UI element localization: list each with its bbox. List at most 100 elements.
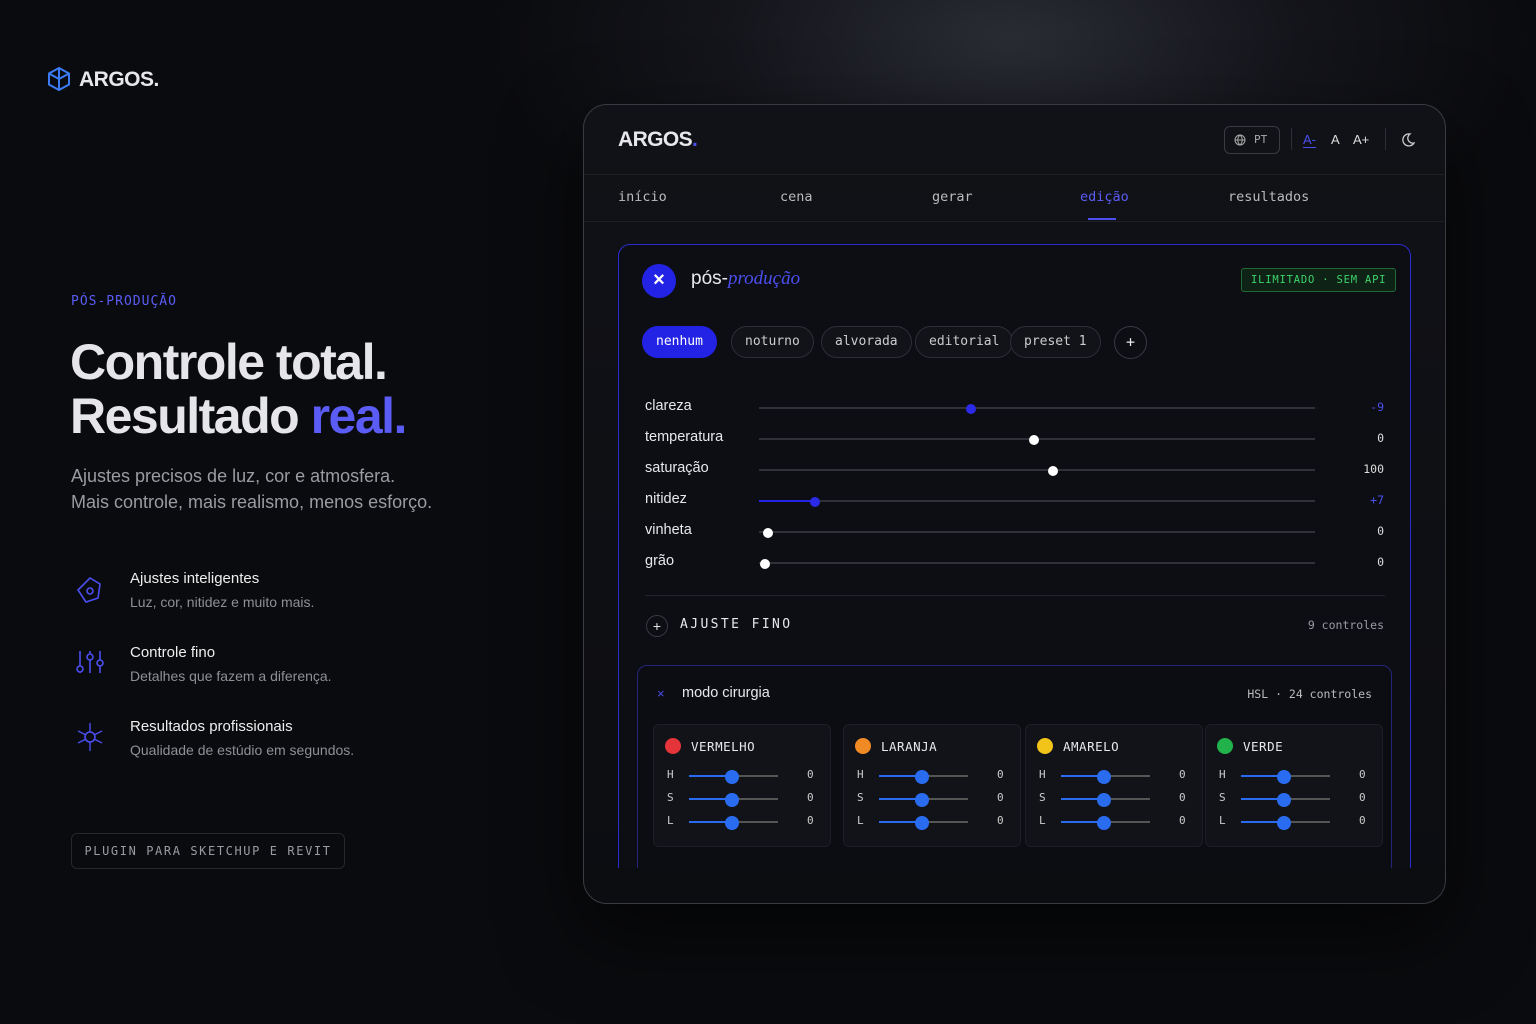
- channel-value: 0: [1179, 791, 1186, 804]
- feature-icon: [76, 651, 104, 673]
- slider-knob[interactable]: [1048, 466, 1058, 476]
- channel-label: L: [1219, 814, 1226, 827]
- slider-label: temperatura: [645, 429, 724, 445]
- channel-knob[interactable]: [1097, 770, 1111, 784]
- channel-knob[interactable]: [725, 770, 739, 784]
- channel-knob[interactable]: [915, 770, 929, 784]
- preset-chip[interactable]: alvorada: [821, 326, 912, 358]
- tab[interactable]: gerar: [932, 189, 973, 205]
- hero-title: Controle total.: [70, 334, 388, 390]
- slider-label: vinheta: [645, 522, 692, 538]
- theme-toggle[interactable]: [1401, 133, 1415, 147]
- slider-value: 0: [1377, 555, 1384, 569]
- channel-label: L: [857, 814, 864, 827]
- tab[interactable]: cena: [780, 189, 813, 205]
- channel-value: 0: [807, 814, 814, 827]
- channel-label: H: [1219, 768, 1226, 781]
- channel-label: L: [667, 814, 674, 827]
- tab[interactable]: edição: [1080, 189, 1129, 205]
- slider-label: saturação: [645, 460, 709, 476]
- channel-fill: [1061, 821, 1104, 823]
- channel-knob[interactable]: [915, 816, 929, 830]
- language-button[interactable]: PT: [1224, 126, 1280, 154]
- channel-label: S: [1219, 791, 1226, 804]
- logo-icon: [48, 66, 70, 92]
- channel-fill: [689, 798, 732, 800]
- tab[interactable]: início: [618, 189, 667, 205]
- slider-knob[interactable]: [760, 559, 770, 569]
- channel-label: S: [667, 791, 674, 804]
- channel-fill: [689, 775, 732, 777]
- plugin-badge: PLUGIN PARA SKETCHUP E REVIT: [71, 833, 345, 869]
- slider-label: grão: [645, 553, 675, 569]
- divider: [1291, 128, 1292, 150]
- brand[interactable]: ARGOS.: [79, 68, 159, 91]
- color-name: LARANJA: [881, 739, 938, 754]
- channel-knob[interactable]: [725, 793, 739, 807]
- channel-label: H: [1039, 768, 1046, 781]
- channel-value: 0: [1359, 814, 1366, 827]
- channel-fill: [879, 775, 922, 777]
- slider-label: nitidez: [645, 491, 687, 507]
- app-brand[interactable]: ARGOS.: [618, 128, 698, 152]
- channel-value: 0: [997, 768, 1004, 781]
- color-card: [1205, 724, 1383, 847]
- channel-value: 0: [997, 814, 1004, 827]
- slider-track: [759, 531, 1315, 533]
- slider-knob[interactable]: [810, 497, 820, 507]
- color-name: VERMELHO: [691, 739, 756, 754]
- divider: [1385, 128, 1386, 150]
- fine-tune-toggle[interactable]: +: [646, 615, 668, 637]
- channel-fill: [879, 821, 922, 823]
- channel-fill: [1241, 775, 1284, 777]
- font-size-button[interactable]: A-: [1303, 132, 1316, 148]
- channel-value: 0: [807, 768, 814, 781]
- slider-track: [759, 469, 1315, 471]
- channel-knob[interactable]: [1097, 793, 1111, 807]
- close-button[interactable]: ×: [642, 264, 676, 298]
- channel-label: S: [857, 791, 864, 804]
- color-card: [653, 724, 831, 847]
- hero-accent: real.: [310, 388, 408, 444]
- channel-value: 0: [997, 791, 1004, 804]
- feature-description: Qualidade de estúdio em segundos.: [130, 742, 355, 758]
- header-border: [584, 174, 1444, 175]
- slider-track: [759, 500, 1315, 502]
- surgery-close[interactable]: ×: [657, 686, 665, 701]
- surgery-title: modo cirurgia: [682, 685, 770, 701]
- app-content: ARGOS. PT × pós-produção ILIMITADO · SEM…: [584, 126, 1444, 868]
- slider-knob[interactable]: [1029, 435, 1039, 445]
- font-size-button[interactable]: A: [1331, 132, 1340, 147]
- channel-knob[interactable]: [1277, 770, 1291, 784]
- channel-knob[interactable]: [1277, 816, 1291, 830]
- app-brand-text: ARGOS: [618, 128, 693, 151]
- add-preset[interactable]: +: [1114, 326, 1147, 359]
- color-card: [1025, 724, 1203, 847]
- channel-label: H: [857, 768, 864, 781]
- language: PT: [1254, 133, 1268, 146]
- preset-chip[interactable]: noturno: [731, 326, 814, 358]
- channel-fill: [689, 821, 732, 823]
- channel-label: H: [667, 768, 674, 781]
- channel-knob[interactable]: [725, 816, 739, 830]
- slider-track: [759, 562, 1315, 564]
- channel-value: 0: [807, 791, 814, 804]
- surgery-meta: HSL · 24 controles: [1247, 687, 1372, 701]
- preset-chip[interactable]: preset 1: [1010, 326, 1101, 358]
- channel-knob[interactable]: [915, 793, 929, 807]
- globe-icon: [1234, 134, 1246, 146]
- tab[interactable]: resultados: [1228, 189, 1310, 205]
- color-dot: [855, 738, 871, 754]
- fine-tune-count: 9 controles: [1307, 618, 1384, 632]
- slider-value: 0: [1377, 431, 1384, 445]
- channel-knob[interactable]: [1277, 793, 1291, 807]
- hero-title: Resultado real.: [70, 387, 408, 445]
- channel-knob[interactable]: [1097, 816, 1111, 830]
- preset-chip[interactable]: editorial: [915, 326, 1014, 358]
- fine-tune-label[interactable]: AJUSTE FINO: [680, 617, 793, 632]
- slider-knob[interactable]: [966, 404, 976, 414]
- slider-knob[interactable]: [763, 528, 773, 538]
- font-size-button[interactable]: A+: [1353, 132, 1370, 147]
- preset-chip[interactable]: nenhum: [642, 326, 717, 358]
